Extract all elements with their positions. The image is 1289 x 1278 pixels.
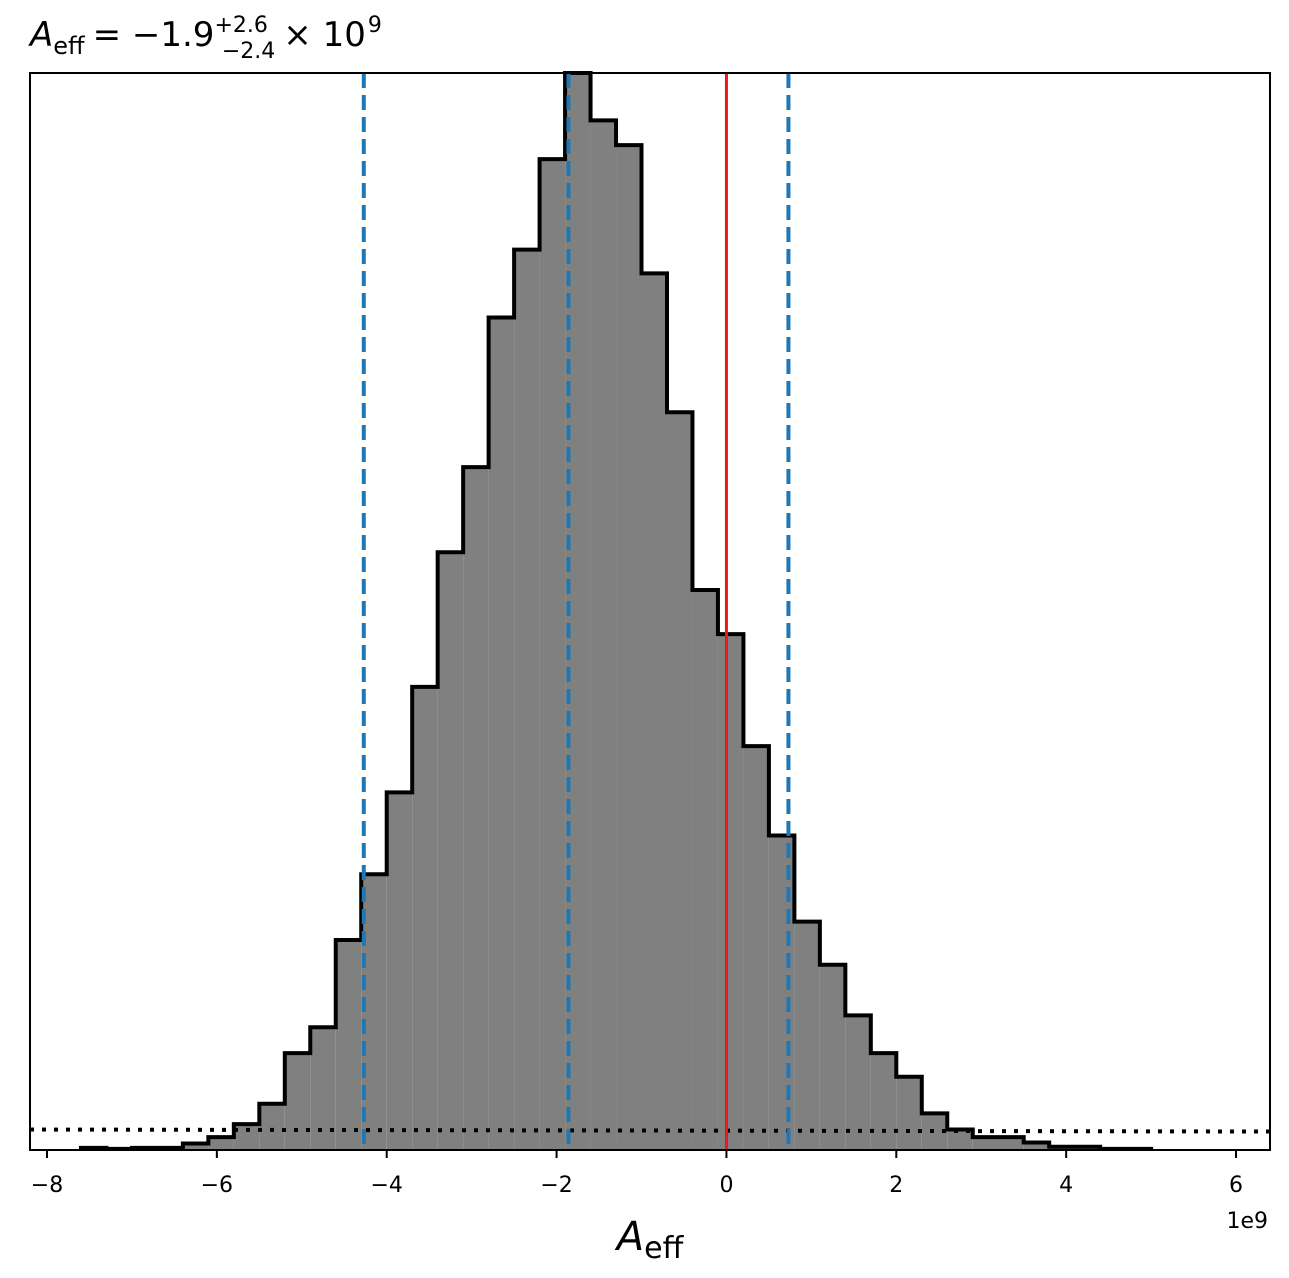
title-symbol: A: [28, 15, 53, 55]
title-value: = −1.9: [93, 15, 215, 55]
histogram-bar: [717, 634, 744, 1150]
x-offset-label: 1e9: [1226, 1209, 1268, 1234]
x-axis: −8 −6 −4 −2 0 2 4 6: [31, 1150, 1243, 1198]
histogram-bar: [590, 120, 617, 1151]
histogram-bar: [1023, 1142, 1050, 1150]
title-exponent: 9: [368, 13, 382, 38]
x-tick-label: 2: [889, 1173, 903, 1198]
histogram-bar: [259, 1103, 285, 1150]
histogram-bar: [896, 1076, 922, 1150]
histogram-bar: [463, 467, 489, 1150]
xlabel-subscript: eff: [644, 1231, 684, 1266]
x-tick-label: −2: [540, 1173, 572, 1198]
histogram-bar: [845, 1015, 871, 1150]
prior-line: [29, 1127, 1271, 1134]
histogram-bar: [386, 792, 413, 1150]
plot-frame: [29, 72, 1271, 1151]
histogram-bar: [412, 686, 438, 1150]
histogram-bar: [768, 835, 795, 1150]
x-tick-label: 4: [1059, 1173, 1073, 1198]
histogram-bar: [335, 939, 362, 1150]
x-tick-label: −6: [201, 1173, 233, 1198]
histogram-bar: [794, 921, 820, 1150]
histogram-bar: [743, 746, 769, 1150]
histogram-bar: [972, 1137, 1024, 1150]
histogram-bar: [692, 589, 718, 1150]
histogram-bar: [437, 552, 464, 1150]
histogram-bar: [819, 964, 846, 1150]
histogram-bar: [488, 317, 515, 1150]
title-suffix: × 10: [283, 15, 366, 55]
x-tick-label: −4: [370, 1173, 402, 1198]
histogram-bar: [514, 249, 540, 1151]
title-lower: −2.4: [222, 39, 275, 64]
histogram-bar: [182, 1143, 209, 1150]
x-tick-label: 0: [719, 1173, 733, 1198]
histogram-bar: [870, 1053, 897, 1150]
histogram-bar: [947, 1129, 973, 1150]
chart-title: Aeff = −1.9+2.6 −2.4 × 109: [28, 13, 382, 64]
histogram-bar: [666, 412, 693, 1150]
x-tick-label: −8: [31, 1173, 63, 1198]
histogram-bar: [208, 1137, 234, 1150]
histogram-bar: [539, 159, 566, 1150]
xlabel-symbol: A: [614, 1214, 644, 1260]
title-subscript: eff: [53, 32, 85, 60]
histogram-bar: [284, 1053, 311, 1150]
title-upper: +2.6: [214, 13, 267, 38]
histogram-bar: [616, 145, 642, 1150]
x-tick-label: 6: [1229, 1173, 1243, 1198]
plot-area: [29, 71, 1271, 1151]
histogram-bar: [641, 273, 667, 1150]
x-axis-label: Aeff: [614, 1214, 685, 1266]
